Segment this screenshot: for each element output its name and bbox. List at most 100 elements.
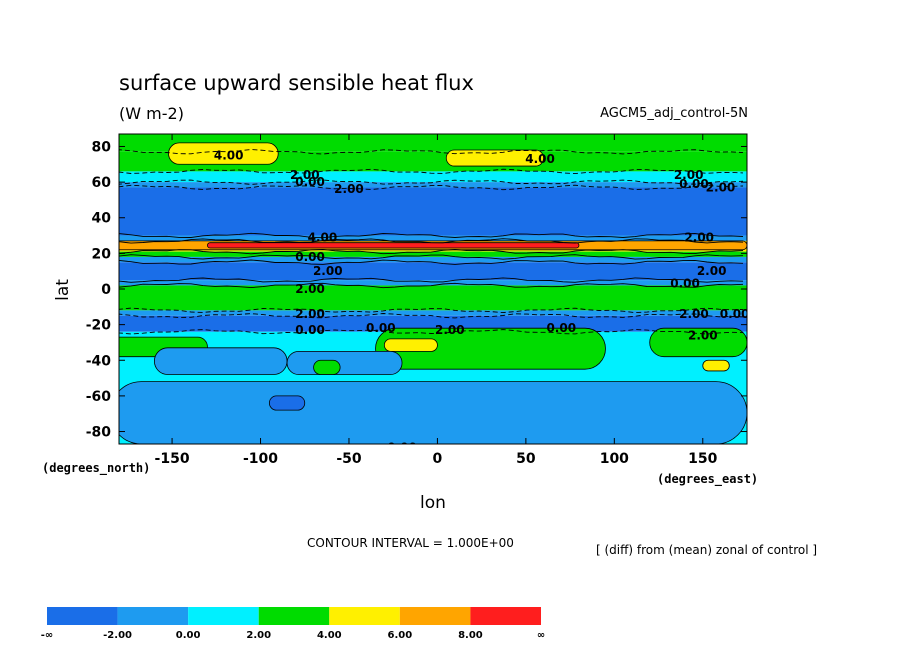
colorbar-swatch-4 [329, 607, 400, 625]
x-unit-note: (degrees_east) [657, 472, 758, 487]
colorbar-swatch-1 [117, 607, 189, 625]
contour-line-3 [119, 184, 744, 191]
contour-interval: CONTOUR INTERVAL = 1.000E+00 [307, 536, 514, 550]
contour-label-7: 2.00 [706, 180, 736, 194]
colorbar-label-6: 8.00 [458, 630, 483, 641]
y-axis-label: lat [53, 279, 73, 301]
lat-band-2 [119, 171, 747, 183]
feature-5 [649, 327, 747, 358]
contour-lines [119, 149, 744, 335]
contour-label-23: 0.00 [387, 441, 417, 455]
y-tick-label-5: -20 [86, 318, 112, 334]
contour-label-6: 0.00 [679, 177, 709, 191]
feature-8 [153, 347, 288, 375]
contour-line-9 [119, 277, 744, 283]
contour-labels: 4.00 4.002.000.002.002.000.002.004.00 2.00… [214, 148, 750, 455]
colorbar-label-2: 0.00 [176, 630, 201, 641]
contour-label-0: 4.00 [214, 148, 244, 162]
contour-line-8 [119, 259, 744, 265]
contour-label-16: 0.00 [720, 307, 750, 321]
contour-line-0 [119, 149, 744, 155]
contour-label-17: 2.00 [295, 307, 325, 321]
contour-label-12: 2.00 [697, 264, 727, 278]
contour-line-6 [119, 248, 744, 255]
x-tick-label-1: -100 [243, 451, 278, 467]
contour-line-13 [119, 329, 744, 335]
contour-label-13: 0.00 [670, 277, 700, 291]
feature-4 [375, 327, 606, 370]
colorbar-label-4: 4.00 [317, 630, 342, 641]
lat-band-7 [119, 251, 747, 257]
x-tick-label-6: 150 [688, 451, 717, 467]
colorbar-labels: -∞ -2.00 0.00 2.00 4.00 6.00 8.00 ∞ [41, 630, 545, 641]
contour-line-10 [119, 282, 744, 289]
y-tick-label-2: 40 [92, 211, 112, 227]
contour-line-1 [119, 168, 744, 175]
feature-0 [168, 142, 279, 165]
colorbar-swatch-0 [47, 607, 118, 625]
colorbar [47, 607, 541, 625]
contour-label-11: 2.00 [313, 264, 343, 278]
contour-features [119, 142, 747, 444]
x-tick-label-0: -150 [155, 451, 190, 467]
plot-area: 4.00 4.002.000.002.002.000.002.004.00 2.00… [119, 134, 750, 455]
feature-11 [268, 395, 306, 411]
colorbar-swatch-2 [188, 607, 259, 625]
contour-line-5 [119, 238, 744, 244]
y-tick-label-1: 60 [92, 175, 112, 191]
y-unit-note: (degrees_north) [42, 461, 150, 476]
contour-line-4 [119, 232, 744, 239]
colorbar-label-3: 2.00 [246, 630, 271, 641]
lat-band-5 [119, 235, 747, 241]
contour-label-4: 2.00 [334, 182, 364, 196]
x-tick-label-4: 50 [516, 451, 536, 467]
x-tick-label-2: -50 [336, 451, 362, 467]
y-tick-label-8: -80 [86, 425, 112, 441]
contour-label-14: 2.00 [295, 282, 325, 296]
diff-note: [ (diff) from (mean) zonal of control ] [596, 543, 817, 557]
contour-label-21: 0.00 [546, 321, 576, 335]
contour-label-3: 0.00 [295, 175, 325, 189]
colorbar-swatch-5 [399, 607, 471, 625]
lat-band-10 [119, 280, 747, 286]
contour-label-2: 2.00 [290, 168, 320, 182]
x-tick-label-3: 0 [433, 451, 443, 467]
x-axis-label: lon [420, 493, 446, 513]
contour-line-12 [119, 313, 744, 319]
contour-label-5: 2.00 [674, 168, 704, 182]
run-name: AGCM5_adj_control-5N [600, 106, 748, 121]
contour-line-7 [119, 254, 744, 260]
x-axis-ticks: -150 -100 -50 0 50 100 150 [155, 134, 718, 467]
contour-label-22: 2.00 [688, 328, 718, 342]
contour-label-19: 0.00 [366, 321, 396, 335]
contour-label-18: 0.00 [295, 323, 325, 337]
contour-label-15: 2.00 [679, 307, 709, 321]
x-tick-label-5: 100 [600, 451, 629, 467]
colorbar-swatch-3 [258, 607, 330, 625]
chart-units: (W m-2) [119, 104, 184, 123]
lat-band-4 [119, 187, 747, 236]
y-tick-label-4: 0 [101, 282, 111, 298]
feature-3 [207, 242, 580, 249]
feature-1 [445, 149, 544, 167]
contour-label-8: 4.00 [308, 230, 338, 244]
colorbar-label-7: ∞ [537, 630, 545, 641]
colorbar-swatch-6 [470, 607, 541, 625]
colorbar-label-1: -2.00 [103, 630, 132, 641]
y-tick-label-6: -40 [86, 353, 112, 369]
y-axis-ticks: 80 60 40 20 0 -20 -40 -60 -80 [86, 139, 747, 441]
feature-13 [702, 359, 730, 372]
contour-label-9: 2.00 [684, 230, 714, 244]
feature-10 [119, 381, 747, 444]
feature-9 [286, 350, 403, 375]
lat-band-13 [119, 315, 747, 332]
contour-label-20: 2.00 [435, 323, 465, 337]
lat-band-8 [119, 256, 747, 263]
contour-line-11 [119, 307, 744, 314]
lat-band-11 [119, 285, 747, 311]
y-tick-label-3: 20 [92, 246, 112, 262]
chart-title: surface upward sensible heat flux [119, 71, 474, 95]
colorbar-label-0: -∞ [41, 630, 53, 641]
y-tick-label-0: 80 [92, 139, 112, 155]
